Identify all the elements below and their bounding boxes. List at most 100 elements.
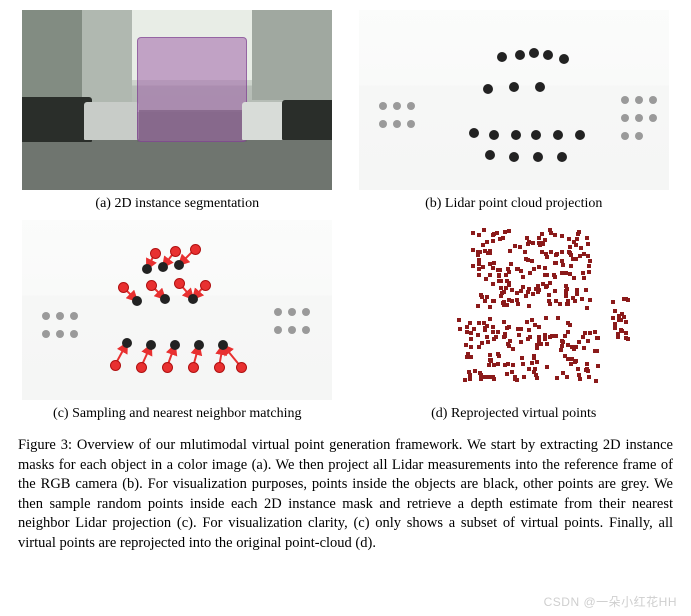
- virtual-point: [545, 255, 549, 259]
- virtual-point: [491, 233, 495, 237]
- virtual-point: [581, 271, 585, 275]
- virtual-point: [569, 264, 573, 268]
- lidar-point-outside: [621, 114, 629, 122]
- virtual-point: [594, 379, 598, 383]
- virtual-point: [582, 346, 586, 350]
- virtual-point: [483, 249, 487, 253]
- virtual-point: [504, 273, 508, 277]
- virtual-point: [527, 328, 531, 332]
- lidar-point-inside: [509, 152, 519, 162]
- virtual-point: [497, 274, 501, 278]
- virtual-point: [596, 364, 600, 368]
- virtual-point: [531, 292, 535, 296]
- virtual-point: [537, 325, 541, 329]
- virtual-point: [515, 291, 519, 295]
- virtual-point: [583, 331, 587, 335]
- lidar-point-inside: [535, 82, 545, 92]
- panel-a-image: [22, 10, 332, 190]
- virtual-point: [496, 268, 500, 272]
- virtual-point: [519, 269, 523, 273]
- lidar-point-inside: [469, 128, 479, 138]
- virtual-point: [554, 334, 558, 338]
- building: [22, 10, 82, 110]
- panel-a: (a) 2D instance segmentation: [18, 10, 337, 212]
- virtual-point: [560, 250, 564, 254]
- virtual-point: [491, 375, 495, 379]
- virtual-point: [526, 337, 530, 341]
- virtual-point: [525, 236, 529, 240]
- virtual-point: [544, 316, 548, 320]
- virtual-point: [505, 326, 509, 330]
- lidar-point-inside: [483, 84, 493, 94]
- virtual-point: [593, 349, 597, 353]
- lidar-point-outside: [393, 120, 401, 128]
- virtual-point: [532, 267, 536, 271]
- lidar-point-inside: [515, 50, 525, 60]
- panel-c-image: [22, 220, 332, 400]
- virtual-point: [467, 370, 471, 374]
- virtual-point: [508, 339, 512, 343]
- virtual-point: [492, 299, 496, 303]
- panel-c-caption: (c) Sampling and nearest neighbor matchi…: [53, 406, 301, 422]
- virtual-point: [503, 334, 507, 338]
- lidar-point-outside: [407, 120, 415, 128]
- virtual-point: [565, 375, 569, 379]
- panel-c: (c) Sampling and nearest neighbor matchi…: [18, 220, 337, 422]
- virtual-point: [543, 333, 547, 337]
- virtual-point: [485, 335, 489, 339]
- virtual-point: [465, 330, 469, 334]
- virtual-point: [541, 242, 545, 246]
- virtual-point: [491, 282, 495, 286]
- virtual-point: [471, 231, 475, 235]
- virtual-point: [624, 320, 628, 324]
- virtual-point: [548, 281, 552, 285]
- virtual-point: [464, 343, 468, 347]
- car: [22, 97, 92, 142]
- virtual-point: [579, 246, 583, 250]
- virtual-point: [553, 233, 557, 237]
- virtual-point: [485, 324, 489, 328]
- virtual-point: [499, 294, 503, 298]
- virtual-point: [516, 302, 520, 306]
- virtual-point: [553, 261, 557, 265]
- virtual-point: [511, 363, 515, 367]
- virtual-point: [577, 230, 581, 234]
- virtual-point: [481, 243, 485, 247]
- virtual-point: [492, 261, 496, 265]
- lidar-point-inside: [575, 130, 585, 140]
- virtual-point: [468, 321, 472, 325]
- virtual-point: [535, 360, 539, 364]
- virtual-point: [510, 370, 514, 374]
- virtual-point: [487, 363, 491, 367]
- virtual-point: [554, 299, 558, 303]
- virtual-point: [580, 297, 584, 301]
- virtual-point: [531, 241, 535, 245]
- virtual-point: [509, 262, 513, 266]
- virtual-point: [479, 376, 483, 380]
- virtual-point: [491, 239, 495, 243]
- virtual-point: [567, 237, 571, 241]
- virtual-point: [539, 342, 543, 346]
- virtual-point: [477, 273, 481, 277]
- virtual-point: [496, 362, 500, 366]
- virtual-point: [469, 345, 473, 349]
- virtual-point: [543, 266, 547, 270]
- virtual-point: [616, 332, 620, 336]
- virtual-point: [611, 316, 615, 320]
- virtual-point: [548, 335, 552, 339]
- virtual-point: [458, 327, 462, 331]
- virtual-point: [582, 276, 586, 280]
- virtual-point: [565, 302, 569, 306]
- virtual-point: [555, 252, 559, 256]
- virtual-point: [555, 376, 559, 380]
- lidar-point-inside: [531, 130, 541, 140]
- virtual-point: [519, 340, 523, 344]
- virtual-point: [482, 228, 486, 232]
- lidar-point-inside: [489, 130, 499, 140]
- virtual-point: [552, 273, 556, 277]
- virtual-point: [564, 294, 568, 298]
- virtual-point: [568, 251, 572, 255]
- lidar-point-outside: [621, 132, 629, 140]
- virtual-point: [505, 372, 509, 376]
- virtual-point: [489, 359, 493, 363]
